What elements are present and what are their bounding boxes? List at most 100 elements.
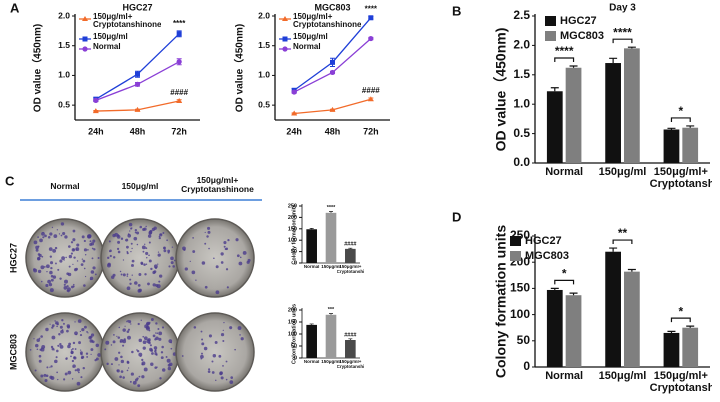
colony bbox=[87, 234, 92, 239]
significance: **** bbox=[365, 5, 378, 14]
colony bbox=[126, 369, 129, 372]
colony bbox=[107, 256, 110, 260]
colony bbox=[154, 366, 158, 369]
significance: **** bbox=[555, 44, 574, 58]
column-label: 150μg/ml+ Cryptotanshinone bbox=[181, 176, 254, 194]
significance: #### bbox=[344, 332, 356, 338]
x-tick-label: 24h bbox=[286, 126, 302, 136]
colony bbox=[208, 334, 213, 338]
error-bar bbox=[609, 57, 618, 64]
colony bbox=[54, 246, 58, 250]
colony bbox=[153, 346, 158, 350]
error-bar bbox=[309, 227, 314, 230]
colony bbox=[153, 226, 157, 230]
y-tick-label: 2.0 bbox=[58, 10, 70, 20]
colony bbox=[33, 268, 36, 271]
colony bbox=[118, 364, 120, 366]
colony bbox=[74, 348, 77, 350]
colony bbox=[128, 222, 133, 227]
colony bbox=[49, 366, 51, 368]
colony bbox=[136, 349, 138, 351]
colony bbox=[208, 247, 210, 250]
colony bbox=[60, 234, 63, 237]
colony bbox=[223, 321, 225, 324]
colony bbox=[214, 341, 218, 344]
colony bbox=[134, 281, 138, 285]
colony bbox=[67, 325, 70, 329]
colony bbox=[72, 283, 75, 286]
legend-label-box: 150μg/ml+ Cryptotanshinone bbox=[293, 13, 361, 29]
colony bbox=[127, 335, 131, 340]
colony bbox=[111, 275, 115, 279]
colony bbox=[65, 256, 67, 259]
colony bbox=[59, 342, 62, 346]
colony bbox=[157, 253, 161, 257]
chart-title: Day 3 bbox=[609, 3, 636, 14]
colony bbox=[92, 239, 96, 243]
legend-label-box: Normal bbox=[93, 43, 121, 51]
colony bbox=[80, 356, 84, 360]
colony bbox=[89, 276, 94, 281]
bar bbox=[325, 314, 337, 358]
significance: #### bbox=[170, 88, 188, 97]
colony bbox=[85, 352, 89, 355]
colony bbox=[73, 356, 76, 359]
bracket bbox=[612, 38, 633, 44]
legend-label-box: 150μg/ml bbox=[93, 33, 128, 41]
colony bbox=[67, 344, 71, 349]
marker bbox=[368, 35, 374, 42]
colony bbox=[89, 240, 92, 243]
colony bbox=[145, 263, 148, 265]
significance: *** bbox=[328, 307, 335, 313]
y-tick-label: 2.0 bbox=[513, 38, 530, 52]
colony bbox=[48, 283, 53, 287]
colony bbox=[36, 348, 39, 351]
plate bbox=[100, 312, 180, 392]
legend-marker bbox=[82, 36, 88, 42]
colony bbox=[191, 270, 196, 275]
marker bbox=[329, 106, 336, 112]
colony bbox=[72, 341, 76, 345]
colony bbox=[76, 368, 80, 372]
x-tick-label: 150μg/ml bbox=[321, 360, 341, 364]
colony bbox=[220, 261, 224, 264]
colony bbox=[38, 359, 42, 363]
colony bbox=[82, 366, 86, 370]
legend-label: Normal bbox=[93, 43, 121, 51]
colony bbox=[56, 371, 59, 374]
colony bbox=[79, 334, 83, 337]
y-tick-label: 2.0 bbox=[258, 10, 270, 20]
colony bbox=[97, 353, 102, 357]
colony bbox=[54, 359, 58, 364]
colony bbox=[140, 355, 142, 358]
colony bbox=[131, 227, 133, 229]
colony bbox=[37, 257, 41, 261]
y-tick-label: 0 bbox=[523, 359, 530, 373]
marker bbox=[176, 31, 182, 37]
x-tick-label-box: Normal bbox=[545, 371, 583, 382]
marker bbox=[329, 69, 336, 76]
colony bbox=[130, 250, 132, 253]
colony bbox=[50, 278, 54, 282]
colony bbox=[64, 279, 68, 284]
colony bbox=[51, 324, 55, 328]
colony bbox=[226, 286, 229, 289]
error-bar bbox=[686, 325, 695, 328]
colony bbox=[114, 232, 119, 237]
colony bbox=[50, 274, 54, 278]
colony bbox=[57, 344, 60, 347]
colony bbox=[127, 233, 130, 236]
colony bbox=[56, 325, 58, 328]
colony bbox=[58, 333, 61, 336]
colony bbox=[76, 260, 79, 262]
bar bbox=[345, 340, 356, 358]
y-tick-label: 0.5 bbox=[258, 99, 270, 109]
panel-label: C bbox=[5, 173, 15, 188]
colony bbox=[37, 236, 39, 239]
colony bbox=[156, 366, 158, 368]
colony bbox=[66, 287, 71, 292]
colony bbox=[83, 248, 88, 252]
y-axis-label: Colony formation units bbox=[291, 204, 297, 264]
x-tick-label-box: Normal bbox=[304, 360, 320, 364]
